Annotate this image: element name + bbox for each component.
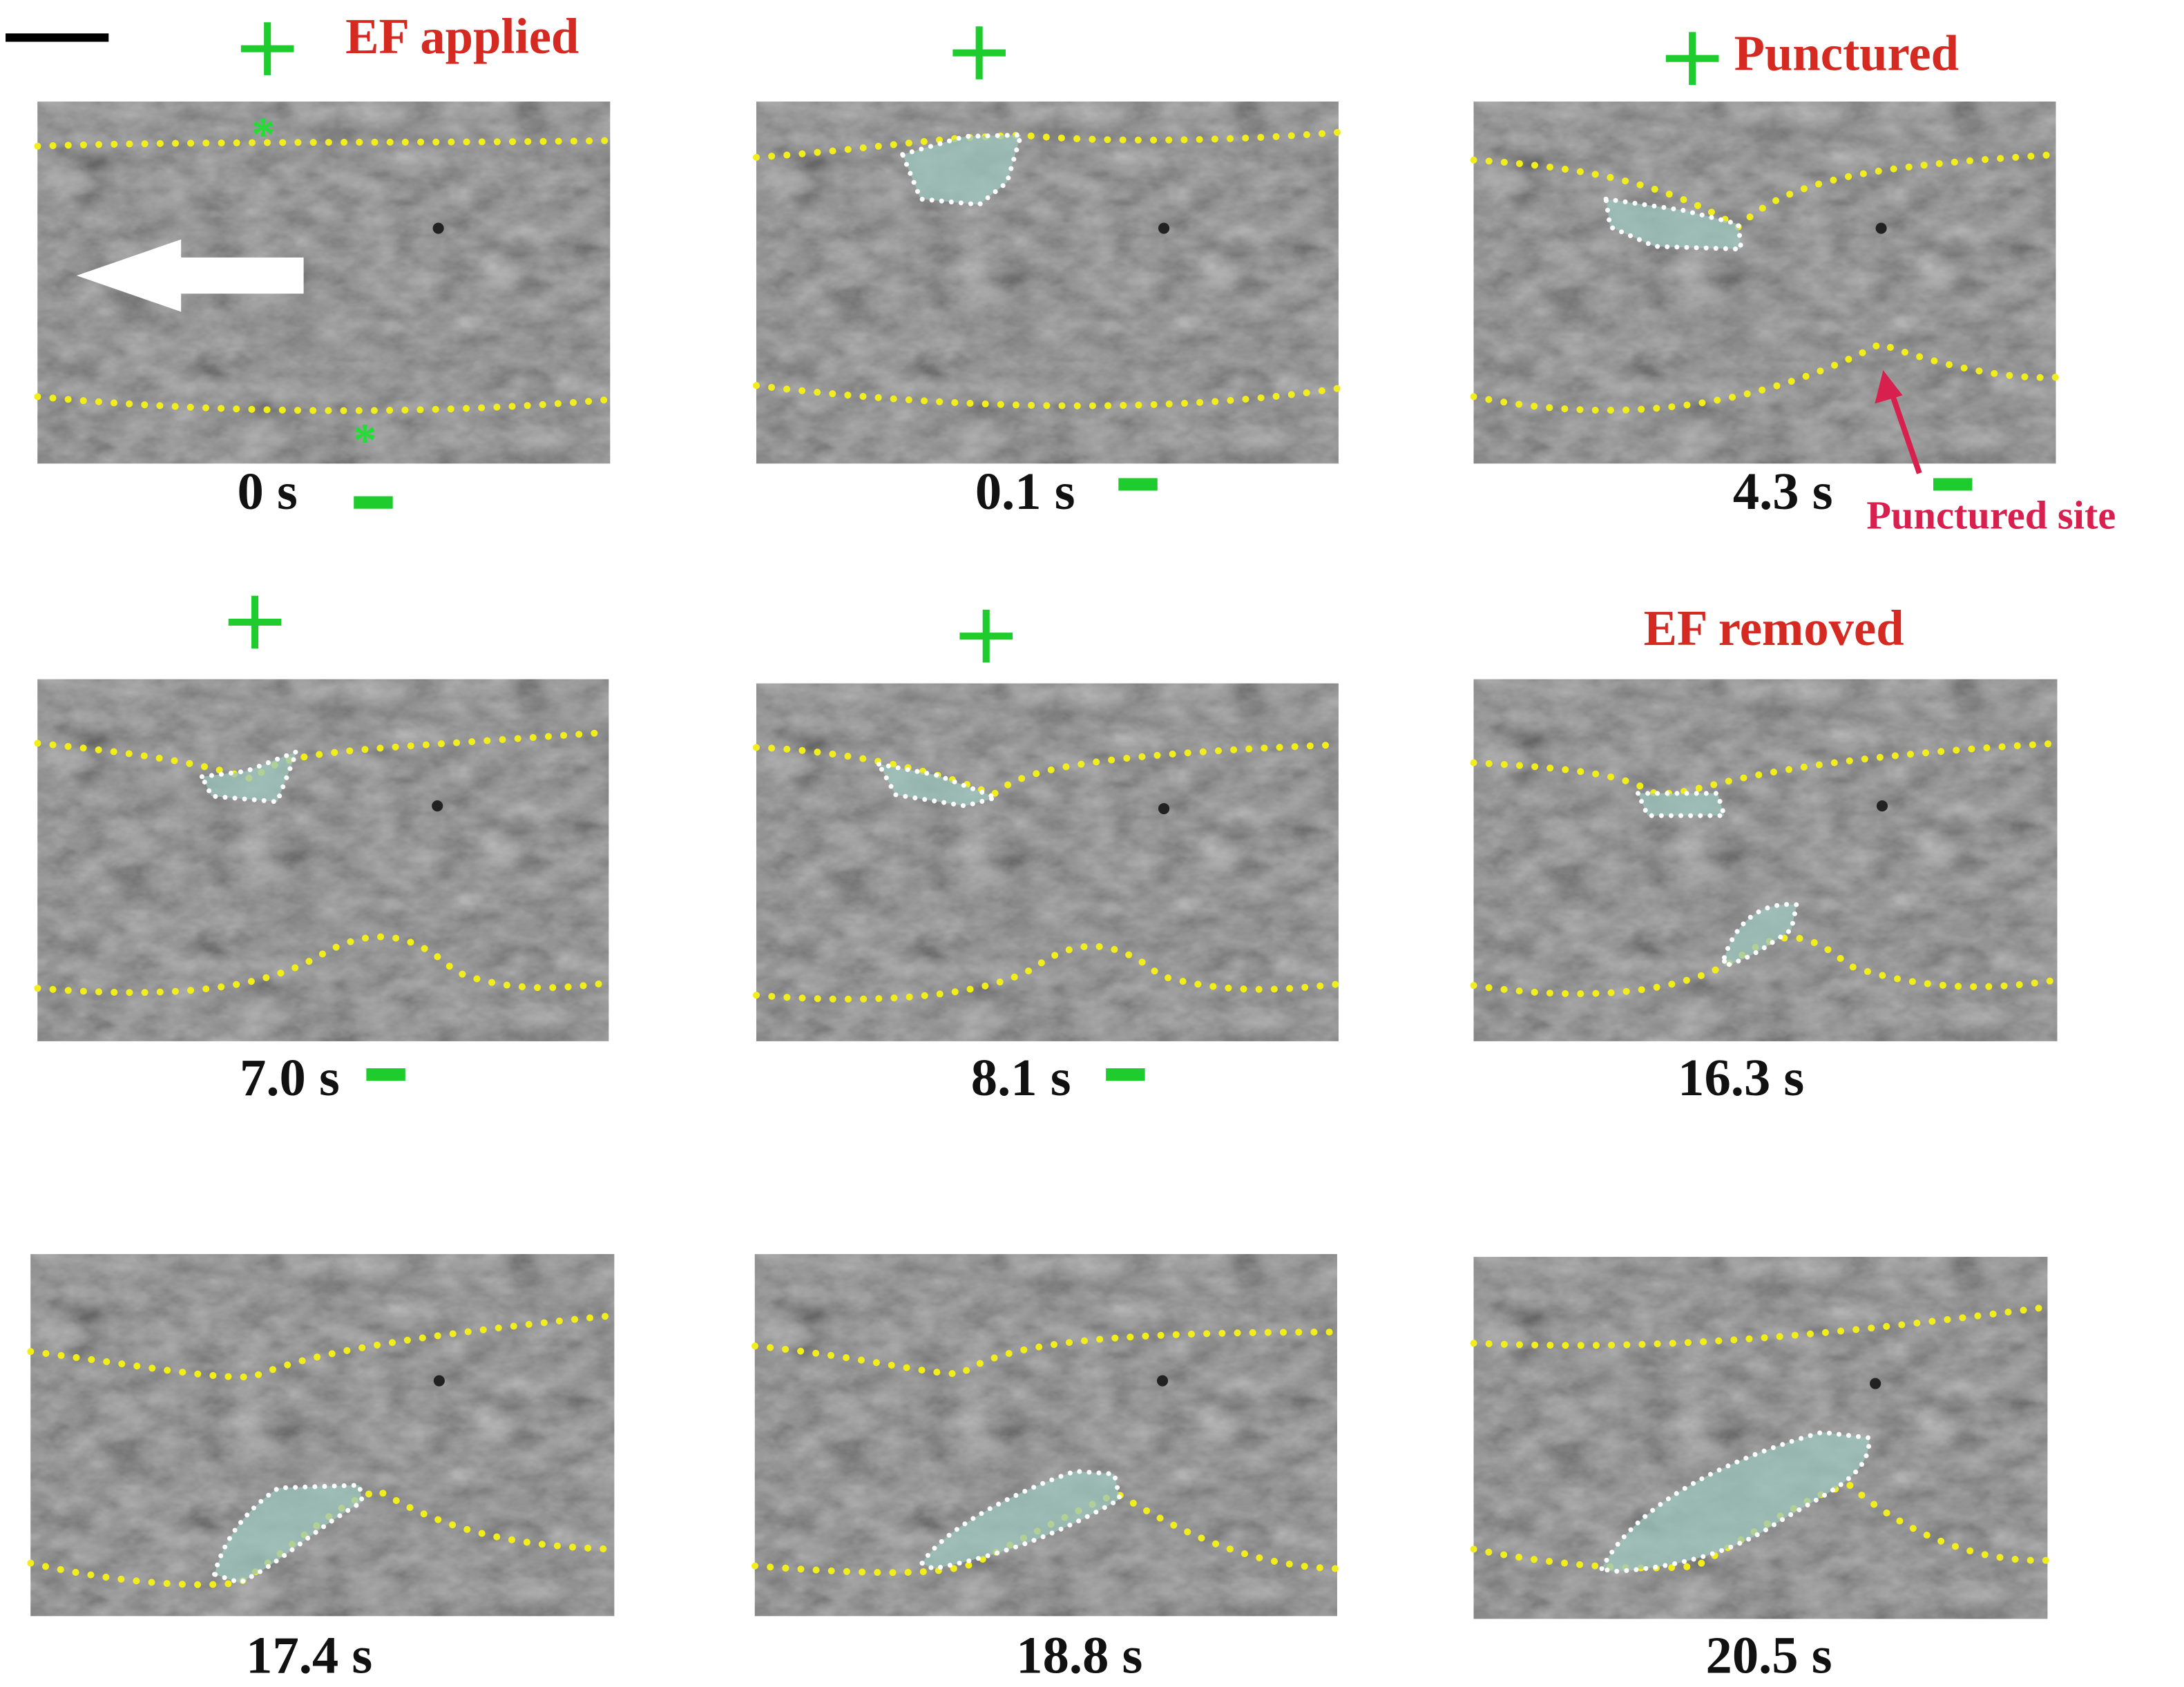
panel: [1470, 102, 2060, 464]
minus-sign: [366, 1068, 405, 1081]
minus-sign: [354, 496, 393, 509]
note: EF applied: [345, 8, 579, 64]
cell-boundary: [34, 137, 614, 150]
vesicle-region: [1598, 1429, 1872, 1574]
panel: [1470, 1257, 2051, 1619]
particle: [1876, 800, 1888, 812]
micrograph: [1473, 102, 2056, 464]
panel: [34, 102, 614, 464]
micrograph: [756, 102, 1339, 464]
cell-boundary: [27, 1311, 618, 1381]
time-label: 7.0 s: [240, 1048, 340, 1107]
panel: [1470, 679, 2061, 1041]
cell-boundary: [752, 382, 1342, 409]
vesicle-region: [1634, 791, 1728, 818]
time-label: 4.3 s: [1733, 462, 1833, 521]
time-label: 16.3 s: [1678, 1048, 1804, 1107]
particle: [1158, 222, 1170, 234]
particle: [433, 1375, 445, 1387]
time-label: 18.8 s: [1016, 1626, 1142, 1684]
time-label: 0 s: [238, 462, 298, 521]
cell-boundary: [752, 741, 1342, 799]
cell-boundary: [1470, 1303, 2051, 1349]
vesicle-region: [211, 1483, 365, 1585]
vesicle-region: [1721, 902, 1800, 970]
cell-boundary: [34, 393, 614, 414]
cell-boundary: [751, 1490, 1341, 1577]
direction-arrow: [76, 239, 304, 312]
particle: [1158, 802, 1170, 815]
cell-boundary: [1470, 340, 2060, 414]
particle: [1870, 1378, 1881, 1389]
panel: [34, 679, 613, 1041]
site-label: Punctured site: [1866, 492, 2116, 537]
time-label: 20.5 s: [1706, 1626, 1832, 1684]
panel: [752, 683, 1342, 1041]
electrode-mark: *: [353, 414, 376, 467]
minus-sign: [1933, 478, 1973, 491]
panel: [27, 1254, 618, 1617]
vesicle-region: [1602, 196, 1744, 252]
time-label: 17.4 s: [246, 1626, 372, 1684]
vesicle-region: [899, 132, 1024, 207]
vesicle-region: [874, 760, 1004, 809]
cell-boundary: [752, 128, 1342, 161]
site-arrow-head: [1875, 370, 1903, 404]
note: EF removed: [1644, 600, 1904, 656]
note: Punctured: [1734, 25, 1959, 81]
particle: [432, 222, 444, 234]
micrograph: [30, 1254, 615, 1617]
vesicle-region: [198, 747, 301, 804]
micrograph: [1473, 1257, 2048, 1619]
micrograph: [37, 679, 609, 1041]
electrode-mark: *: [251, 108, 275, 160]
particle: [1156, 1375, 1169, 1387]
site-arrow: [1886, 383, 1922, 474]
panel: [751, 1254, 1341, 1617]
micrograph: [754, 1254, 1337, 1617]
micrograph: [1473, 679, 2058, 1041]
vesicle-region: [918, 1469, 1123, 1572]
time-label: 8.1 s: [971, 1048, 1071, 1107]
cell-boundary: [1470, 934, 2061, 998]
cell-boundary: [1470, 740, 2061, 798]
micrograph: [756, 683, 1339, 1041]
cell-boundary: [752, 943, 1342, 1003]
minus-sign: [1118, 478, 1158, 491]
panel: [752, 102, 1342, 464]
particle: [1875, 222, 1887, 234]
particle: [432, 800, 443, 812]
minus-sign: [1106, 1068, 1145, 1081]
time-label: 0.1 s: [975, 462, 1075, 521]
